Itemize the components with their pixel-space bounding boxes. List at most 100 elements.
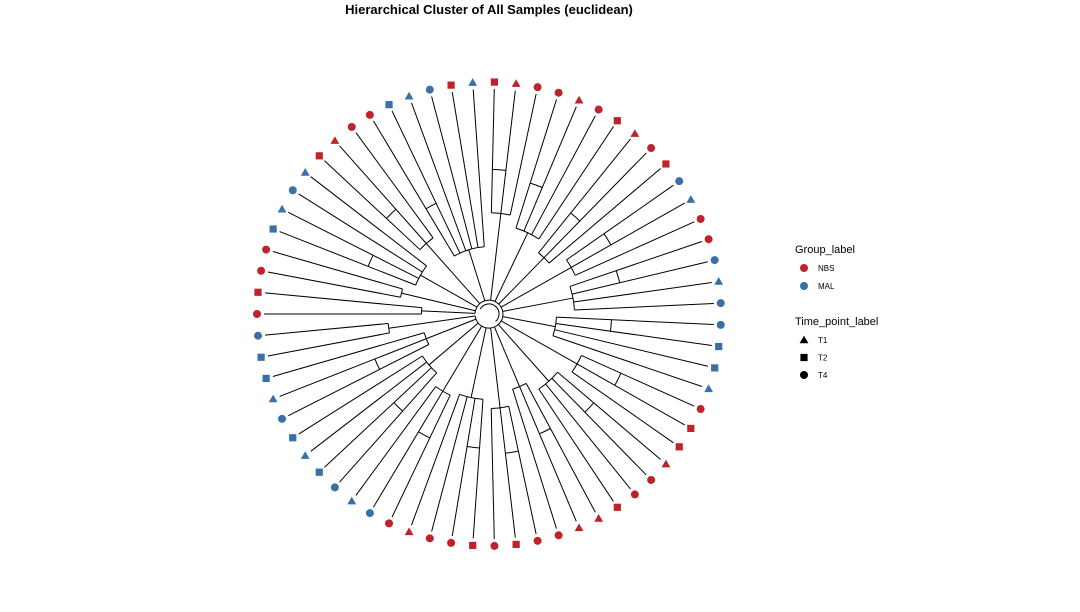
tip-marker-nbs-circle	[696, 214, 705, 223]
cluster-arc	[415, 265, 427, 286]
subcluster-arc	[614, 372, 622, 386]
leaf-branch	[272, 332, 425, 377]
leaf-branch	[490, 89, 495, 213]
cluster-stem	[401, 292, 476, 312]
leaf-branch	[451, 91, 479, 248]
cluster-stem	[502, 297, 574, 312]
leaf-branch	[431, 96, 473, 249]
leaf-branch	[264, 292, 422, 309]
leaf-branch	[576, 363, 685, 426]
tip-marker-nbs-square	[490, 78, 499, 86]
tip-marker-mal-circle	[710, 256, 719, 265]
tip-marker-nbs-circle	[347, 122, 356, 131]
leaf-branch	[267, 332, 390, 357]
leaf-branch	[339, 145, 427, 244]
leaf-branch	[490, 408, 495, 539]
leaf-branch	[279, 338, 427, 397]
leaf-branch	[512, 388, 557, 529]
tip-marker-nbs-circle	[385, 519, 394, 528]
leaf-branch	[391, 110, 461, 254]
leaf-branch	[573, 281, 712, 303]
cluster-stem	[494, 232, 529, 302]
leaf-branch	[519, 386, 577, 522]
tip-marker-mal-square	[262, 374, 270, 383]
tip-marker-mal-triangle	[686, 195, 696, 203]
tip-marker-nbs-square	[675, 443, 683, 451]
cluster-stem	[490, 213, 502, 301]
subcluster-arc	[505, 450, 519, 454]
leaf-branch	[508, 406, 537, 535]
legend-marker-nbs	[800, 264, 808, 272]
subcluster-arc	[418, 431, 431, 439]
leaf-branch	[555, 322, 712, 347]
leaf-branch	[324, 367, 432, 468]
leaf-branch	[500, 90, 516, 214]
tip-marker-nbs-circle	[262, 245, 271, 254]
leaf-branch	[538, 388, 614, 502]
cluster-arc	[566, 259, 576, 276]
cluster-stem	[421, 310, 476, 314]
group-legend-items: NBS MAL	[800, 264, 835, 291]
leaf-branch	[391, 395, 451, 518]
legend-label-nbs: NBS	[818, 264, 834, 273]
legend-label-t4: T4	[818, 371, 828, 380]
leaf-branch	[543, 152, 647, 259]
cluster-stem	[500, 266, 572, 308]
tip-marker-nbs-circle	[425, 534, 434, 543]
leaf-branch	[411, 394, 461, 526]
legend-label-t1: T1	[818, 336, 828, 345]
legend: Group_label NBS MAL Time_point_label T1 T2…	[795, 244, 878, 380]
tip-marker-mal-triangle	[347, 496, 357, 505]
leaf-branch	[570, 202, 685, 268]
legend-marker-mal	[800, 282, 808, 290]
tip-marker-mal-circle	[675, 177, 684, 186]
tip-marker-nbs-circle	[253, 310, 261, 318]
tip-marker-nbs-triangle	[594, 514, 604, 522]
tip-marker-mal-triangle	[268, 394, 278, 403]
tip-marker-nbs-triangle	[511, 79, 521, 87]
tip-marker-mal-circle	[716, 320, 725, 329]
subcluster-arc	[425, 202, 437, 210]
tip-marker-nbs-circle	[533, 83, 542, 92]
leaf-branch	[581, 355, 695, 407]
tip-marker-nbs-circle	[630, 490, 639, 499]
tip-marker-nbs-circle	[554, 88, 563, 97]
leaf-branch	[324, 160, 421, 250]
leaf-branch	[509, 93, 537, 216]
tip-marker-mal-square	[385, 101, 393, 109]
leaf-branch	[267, 271, 401, 298]
subcluster-arc	[603, 233, 612, 246]
tip-marker-nbs-circle	[257, 266, 266, 275]
subcluster-arc	[530, 182, 543, 188]
subcluster-arc	[609, 319, 612, 332]
tip-marker-mal-triangle	[300, 451, 310, 459]
tip-marker-nbs-circle	[447, 538, 456, 547]
subcluster-arc	[393, 402, 404, 412]
subcluster-arc	[570, 212, 581, 222]
leaf-branch	[545, 383, 631, 490]
leaf-branch	[499, 407, 516, 538]
leaf-branch	[557, 371, 661, 460]
time-legend-title: Time_point_label	[795, 316, 878, 328]
leaf-branch	[548, 168, 661, 264]
subcluster-arc	[374, 358, 381, 370]
leaf-branch	[298, 355, 423, 435]
tip-marker-mal-circle	[365, 509, 374, 518]
leaf-branch	[575, 221, 695, 276]
leaf-branch	[310, 361, 427, 452]
leaf-branch	[574, 302, 714, 311]
cluster-stem	[502, 316, 556, 328]
tip-marker-nbs-triangle	[574, 95, 584, 104]
tip-marker-mal-square	[269, 225, 277, 233]
tip-marker-nbs-square	[469, 541, 477, 550]
tip-marker-nbs-circle	[647, 144, 656, 153]
cluster-stem	[500, 320, 578, 365]
tip-marker-mal-triangle	[704, 384, 714, 393]
leaf-branch	[355, 386, 437, 496]
tip-marker-nbs-square	[613, 503, 621, 511]
tip-marker-mal-triangle	[714, 277, 724, 285]
leaf-branch	[298, 193, 423, 273]
legend-marker-t4	[800, 371, 808, 379]
subcluster-arc	[584, 402, 595, 413]
